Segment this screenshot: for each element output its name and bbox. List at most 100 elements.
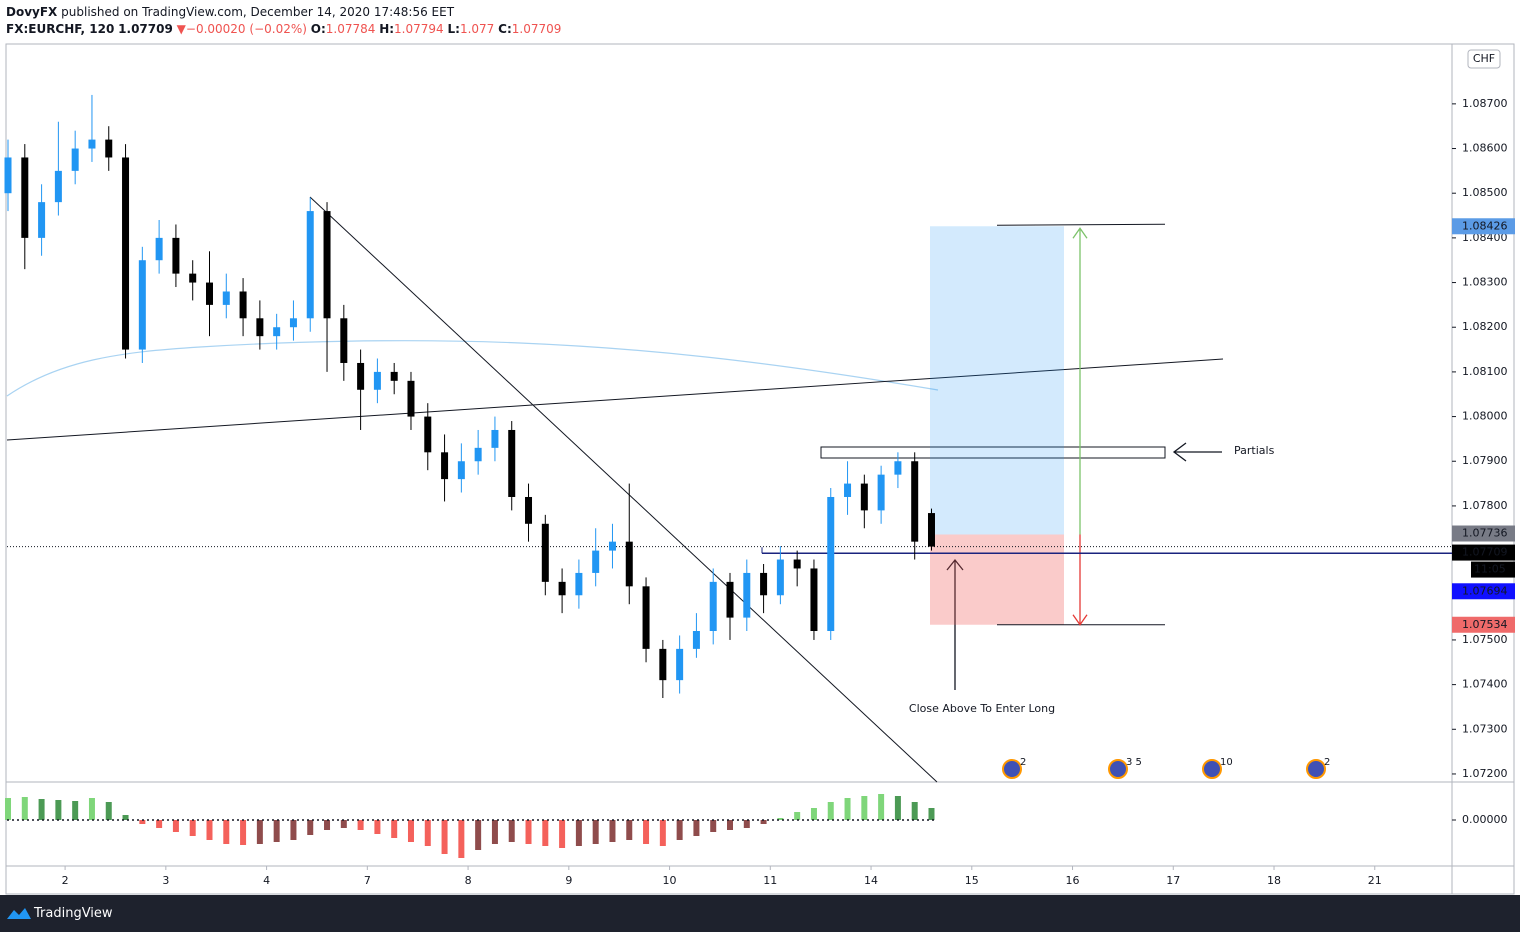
trend-line [309, 196, 938, 783]
histogram-bar [475, 820, 482, 850]
candle-body [676, 648, 684, 681]
histogram-bar [206, 820, 213, 840]
label: C: [498, 22, 512, 36]
candle-body [810, 568, 818, 632]
symbol: FX:EURCHF, 120 [6, 22, 115, 36]
currency-button[interactable] [1467, 49, 1501, 69]
histogram-bar [5, 798, 12, 820]
footer: TradingView [0, 895, 1520, 932]
y-tick-label: 1.08500 [1462, 186, 1508, 199]
histogram-bar [810, 808, 817, 820]
candle-body [911, 461, 919, 542]
candle-body [692, 631, 700, 649]
histogram-bar [189, 820, 196, 836]
target-zone [930, 226, 1064, 535]
candle-body [625, 541, 633, 587]
stop-arrow [1072, 534, 1088, 626]
x-tick-label: 21 [1368, 874, 1382, 887]
candle-body [38, 202, 46, 238]
candle-body [608, 541, 616, 551]
histogram-bar [458, 820, 465, 858]
histogram-bar [55, 800, 62, 820]
candle-body [390, 371, 398, 381]
histogram-bar [844, 798, 851, 820]
histogram-bar [894, 796, 901, 820]
histogram-bar [424, 820, 431, 846]
candle-body [575, 572, 583, 596]
histogram-bar [88, 798, 95, 820]
histogram-bar [407, 820, 414, 842]
histogram-bar [592, 820, 599, 844]
event-count: 10 [1220, 757, 1233, 768]
histogram-bar [122, 815, 129, 820]
histogram-bar [626, 820, 633, 840]
candle-body [424, 416, 432, 453]
candle-body [642, 586, 650, 649]
histogram-bar [693, 820, 700, 836]
event-icon [1108, 759, 1128, 779]
x-tick-label: 14 [864, 874, 878, 887]
histogram-bar [357, 820, 364, 830]
candle-body [172, 237, 180, 274]
histogram-bar [240, 820, 247, 845]
price-label-bg [1452, 544, 1515, 561]
histogram-bar [307, 820, 314, 835]
histogram-bar [441, 820, 448, 854]
histogram-bar [223, 820, 230, 844]
price-label: 1.08426 [1462, 219, 1508, 232]
change: −0.00020 (−0.02%) [185, 22, 307, 36]
y-tick-label: 1.07900 [1462, 454, 1508, 467]
histogram-bar [340, 820, 347, 828]
candle-body [289, 318, 297, 328]
candle-body [306, 211, 314, 319]
x-tick-label: 2 [62, 874, 69, 887]
histogram-bar [710, 820, 717, 832]
histogram-bar [861, 796, 868, 820]
candle-body [273, 327, 281, 337]
candle-body [877, 474, 885, 511]
label: L: [447, 22, 460, 36]
candle-body [860, 483, 868, 511]
event-icon [1002, 759, 1022, 779]
histogram-bar [172, 820, 179, 832]
header-line: FX:EURCHF, 120 1.07709 ▼−0.00020 (−0.02%… [6, 21, 561, 38]
histogram-bar [391, 820, 398, 838]
candle-body [844, 483, 852, 497]
histogram-bar [727, 820, 734, 830]
histogram-bar [290, 820, 297, 840]
histogram-bar [542, 820, 549, 846]
histogram-bar [928, 808, 935, 820]
histogram-bar [491, 820, 498, 844]
candle-body [709, 581, 717, 632]
candle-body [491, 429, 499, 448]
event-icon [1306, 759, 1326, 779]
candle-body [155, 237, 163, 261]
histogram-bar [676, 820, 683, 840]
last-price: 1.07709 [118, 22, 173, 36]
stop-zone [930, 534, 1064, 625]
candle-body [88, 139, 96, 149]
publisher: DovyFX [6, 5, 58, 19]
histogram-bar [38, 799, 45, 820]
histogram-bar [911, 802, 918, 820]
histogram-bar [139, 820, 146, 824]
price-label: 1.07694 [1462, 584, 1508, 597]
candle-body [776, 559, 784, 596]
candle-body [760, 572, 768, 596]
candle-body [373, 371, 381, 390]
histogram-bar [878, 794, 885, 820]
footer-brand: TradingView [34, 906, 113, 921]
candle-body [541, 523, 549, 582]
y-tick-label: 1.08100 [1462, 365, 1508, 378]
candle-body [827, 496, 835, 632]
histogram-bar [324, 820, 331, 830]
price-label-bg [1452, 583, 1515, 600]
currency[interactable]: CHF [1473, 52, 1495, 65]
event-count: 2 [1020, 757, 1026, 768]
label: H: [379, 22, 395, 36]
candle-body [205, 282, 213, 305]
candle-body [508, 429, 516, 497]
candle-body [122, 157, 130, 350]
candle-body [474, 447, 482, 462]
trend-line [6, 358, 1224, 441]
